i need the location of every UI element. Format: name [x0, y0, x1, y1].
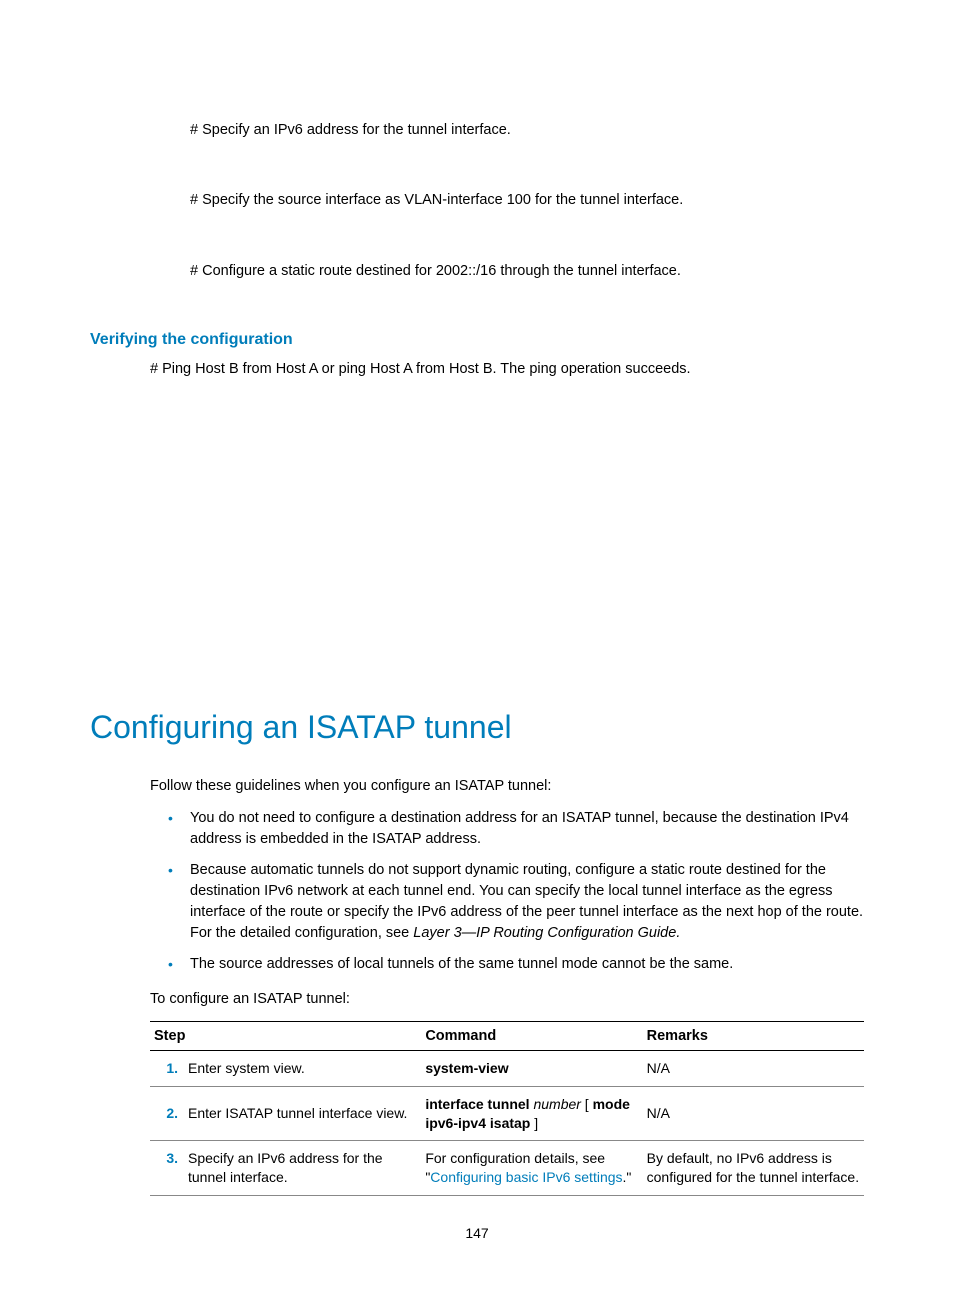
cross-reference-link[interactable]: Configuring basic IPv6 settings [430, 1169, 622, 1185]
command-part: number [533, 1096, 580, 1112]
command-part: [ [581, 1096, 593, 1112]
command-part: system-view [425, 1060, 508, 1076]
verifying-heading: Verifying the configuration [90, 331, 864, 349]
step-cell: 3. Specify an IPv6 address for the tunnel… [150, 1141, 421, 1196]
step-comment: # Specify an IPv6 address for the tunnel… [190, 120, 864, 140]
header-step: Step [150, 1021, 421, 1050]
list-item: The source addresses of local tunnels of… [150, 954, 864, 975]
list-item: You do not need to configure a destinati… [150, 808, 864, 850]
page-number: 147 [0, 1225, 954, 1241]
step-cell: 2. Enter ISATAP tunnel interface view. [150, 1086, 421, 1141]
config-table: Step Command Remarks 1. Enter system view… [150, 1021, 864, 1196]
reference-title: Layer 3—IP Routing Configuration Guide. [413, 925, 680, 941]
command-part: ] [530, 1115, 538, 1131]
table-row: 1. Enter system view. system-view N/A [150, 1050, 864, 1086]
step-text: Enter ISATAP tunnel interface view. [188, 1104, 411, 1123]
step-comment: # Configure a static route destined for … [190, 261, 864, 281]
remarks-cell: N/A [643, 1050, 864, 1086]
step-text: Specify an IPv6 address for the tunnel i… [188, 1149, 411, 1187]
intro-text-2: To configure an ISATAP tunnel: [150, 989, 864, 1011]
table-header-row: Step Command Remarks [150, 1021, 864, 1050]
table-row: 2. Enter ISATAP tunnel interface view. int… [150, 1086, 864, 1141]
section-heading: Configuring an ISATAP tunnel [90, 709, 864, 746]
step-number: 3. [154, 1149, 178, 1168]
command-cell: system-view [421, 1050, 642, 1086]
table-row: 3. Specify an IPv6 address for the tunnel… [150, 1141, 864, 1196]
remarks-cell: By default, no IPv6 address is configure… [643, 1141, 864, 1196]
header-command: Command [421, 1021, 642, 1050]
step-comment: # Specify the source interface as VLAN-i… [190, 190, 864, 210]
step-text: Enter system view. [188, 1059, 411, 1078]
step-number: 2. [154, 1104, 178, 1123]
remarks-cell: N/A [643, 1086, 864, 1141]
verifying-body: # Ping Host B from Host A or ping Host A… [150, 359, 864, 379]
intro-text: Follow these guidelines when you configu… [150, 776, 864, 798]
list-item: Because automatic tunnels do not support… [150, 860, 864, 944]
command-cell: For configuration details, see "Configur… [421, 1141, 642, 1196]
step-number: 1. [154, 1059, 178, 1078]
command-cell: interface tunnel number [ mode ipv6-ipv4… [421, 1086, 642, 1141]
command-part: interface tunnel [425, 1096, 533, 1112]
guideline-list: You do not need to configure a destinati… [150, 808, 864, 975]
step-cell: 1. Enter system view. [150, 1050, 421, 1086]
header-remarks: Remarks [643, 1021, 864, 1050]
document-page: # Specify an IPv6 address for the tunnel… [0, 0, 954, 1296]
command-part: ." [623, 1169, 632, 1185]
